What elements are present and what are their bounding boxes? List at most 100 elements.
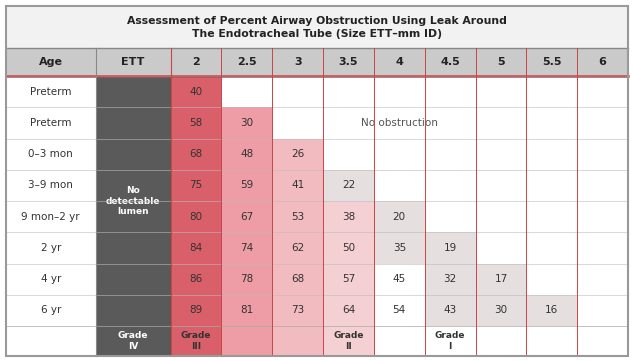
Bar [577, 139, 628, 170]
Bar [374, 326, 425, 356]
Text: The Endotracheal Tube (Size ETT–mm ID): The Endotracheal Tube (Size ETT–mm ID) [192, 29, 442, 39]
Text: 19: 19 [444, 243, 456, 253]
Text: 22: 22 [342, 180, 355, 190]
Bar [96, 76, 171, 356]
Bar [577, 264, 628, 295]
Text: 75: 75 [190, 180, 203, 190]
Bar [425, 107, 476, 139]
Bar [526, 201, 577, 232]
Text: Grade
I: Grade I [435, 331, 465, 351]
Text: 4: 4 [396, 57, 403, 67]
Text: 30: 30 [495, 306, 507, 315]
Bar [577, 107, 628, 139]
Bar [323, 326, 374, 356]
Text: 48: 48 [240, 149, 254, 159]
Bar [476, 76, 526, 326]
Bar [374, 201, 425, 232]
Text: 53: 53 [291, 212, 304, 222]
Text: 68: 68 [291, 274, 304, 284]
Text: 41: 41 [291, 180, 304, 190]
Text: Grade
IV: Grade IV [118, 331, 148, 351]
Text: No obstruction: No obstruction [361, 118, 437, 128]
Bar [272, 76, 323, 107]
Text: 0–3 mon: 0–3 mon [29, 149, 73, 159]
Bar [425, 326, 476, 356]
Text: 68: 68 [190, 149, 203, 159]
Text: 81: 81 [240, 306, 254, 315]
Bar [526, 232, 577, 264]
Bar [6, 48, 628, 76]
Bar [577, 232, 628, 264]
Bar [323, 170, 374, 201]
Bar [221, 76, 272, 107]
Text: 6: 6 [598, 57, 607, 67]
Text: No
detectable
lumen: No detectable lumen [106, 186, 160, 216]
Bar [374, 107, 425, 139]
Text: 16: 16 [545, 306, 559, 315]
Bar [577, 76, 628, 107]
Text: 6 yr: 6 yr [41, 306, 61, 315]
Text: 38: 38 [342, 212, 355, 222]
Bar [171, 76, 221, 326]
Bar [476, 295, 526, 326]
Bar [476, 107, 526, 139]
Text: 2 yr: 2 yr [41, 243, 61, 253]
Text: 50: 50 [342, 243, 355, 253]
Bar [374, 232, 425, 264]
Text: 74: 74 [240, 243, 254, 253]
Bar [476, 232, 526, 264]
Text: 3–9 mon: 3–9 mon [29, 180, 73, 190]
Text: 45: 45 [392, 274, 406, 284]
Text: 78: 78 [240, 274, 254, 284]
Bar [374, 139, 425, 170]
Text: Grade
II: Grade II [333, 331, 364, 351]
Bar [526, 76, 577, 326]
Text: 17: 17 [495, 274, 508, 284]
Bar [526, 170, 577, 201]
Text: 3.5: 3.5 [339, 57, 358, 67]
Text: 59: 59 [240, 180, 254, 190]
Text: Age: Age [39, 57, 63, 67]
Bar [577, 201, 628, 232]
Bar [577, 76, 628, 326]
Bar [476, 201, 526, 232]
Bar [526, 139, 577, 170]
Bar [425, 76, 476, 107]
Text: 67: 67 [240, 212, 254, 222]
Text: 26: 26 [291, 149, 304, 159]
Text: 54: 54 [392, 306, 406, 315]
Text: 35: 35 [392, 243, 406, 253]
Text: ETT: ETT [121, 57, 145, 67]
Text: 64: 64 [342, 306, 355, 315]
Text: Grade
III: Grade III [181, 331, 211, 351]
Bar [476, 326, 526, 356]
Bar [272, 326, 323, 356]
Bar [526, 107, 577, 139]
Text: 86: 86 [190, 274, 203, 284]
Bar [476, 170, 526, 201]
Bar [476, 76, 526, 107]
Bar [6, 76, 96, 326]
Bar [526, 295, 577, 326]
Bar [476, 139, 526, 170]
Bar [425, 264, 476, 295]
Bar [374, 76, 425, 107]
Bar [323, 139, 374, 170]
Text: 9 mon–2 yr: 9 mon–2 yr [22, 212, 80, 222]
Bar [526, 76, 577, 107]
Bar [425, 76, 476, 326]
Text: 58: 58 [190, 118, 203, 128]
Text: Assessment of Percent Airway Obstruction Using Leak Around: Assessment of Percent Airway Obstruction… [127, 16, 507, 26]
Text: 62: 62 [291, 243, 304, 253]
Text: 89: 89 [190, 306, 203, 315]
Text: 5: 5 [497, 57, 505, 67]
Bar [374, 76, 425, 326]
Text: 4.5: 4.5 [440, 57, 460, 67]
Bar [272, 107, 323, 139]
Bar [374, 170, 425, 201]
Text: 2.5: 2.5 [237, 57, 257, 67]
Text: 73: 73 [291, 306, 304, 315]
Text: 32: 32 [444, 274, 456, 284]
Bar [425, 295, 476, 326]
Text: 2: 2 [192, 57, 200, 67]
